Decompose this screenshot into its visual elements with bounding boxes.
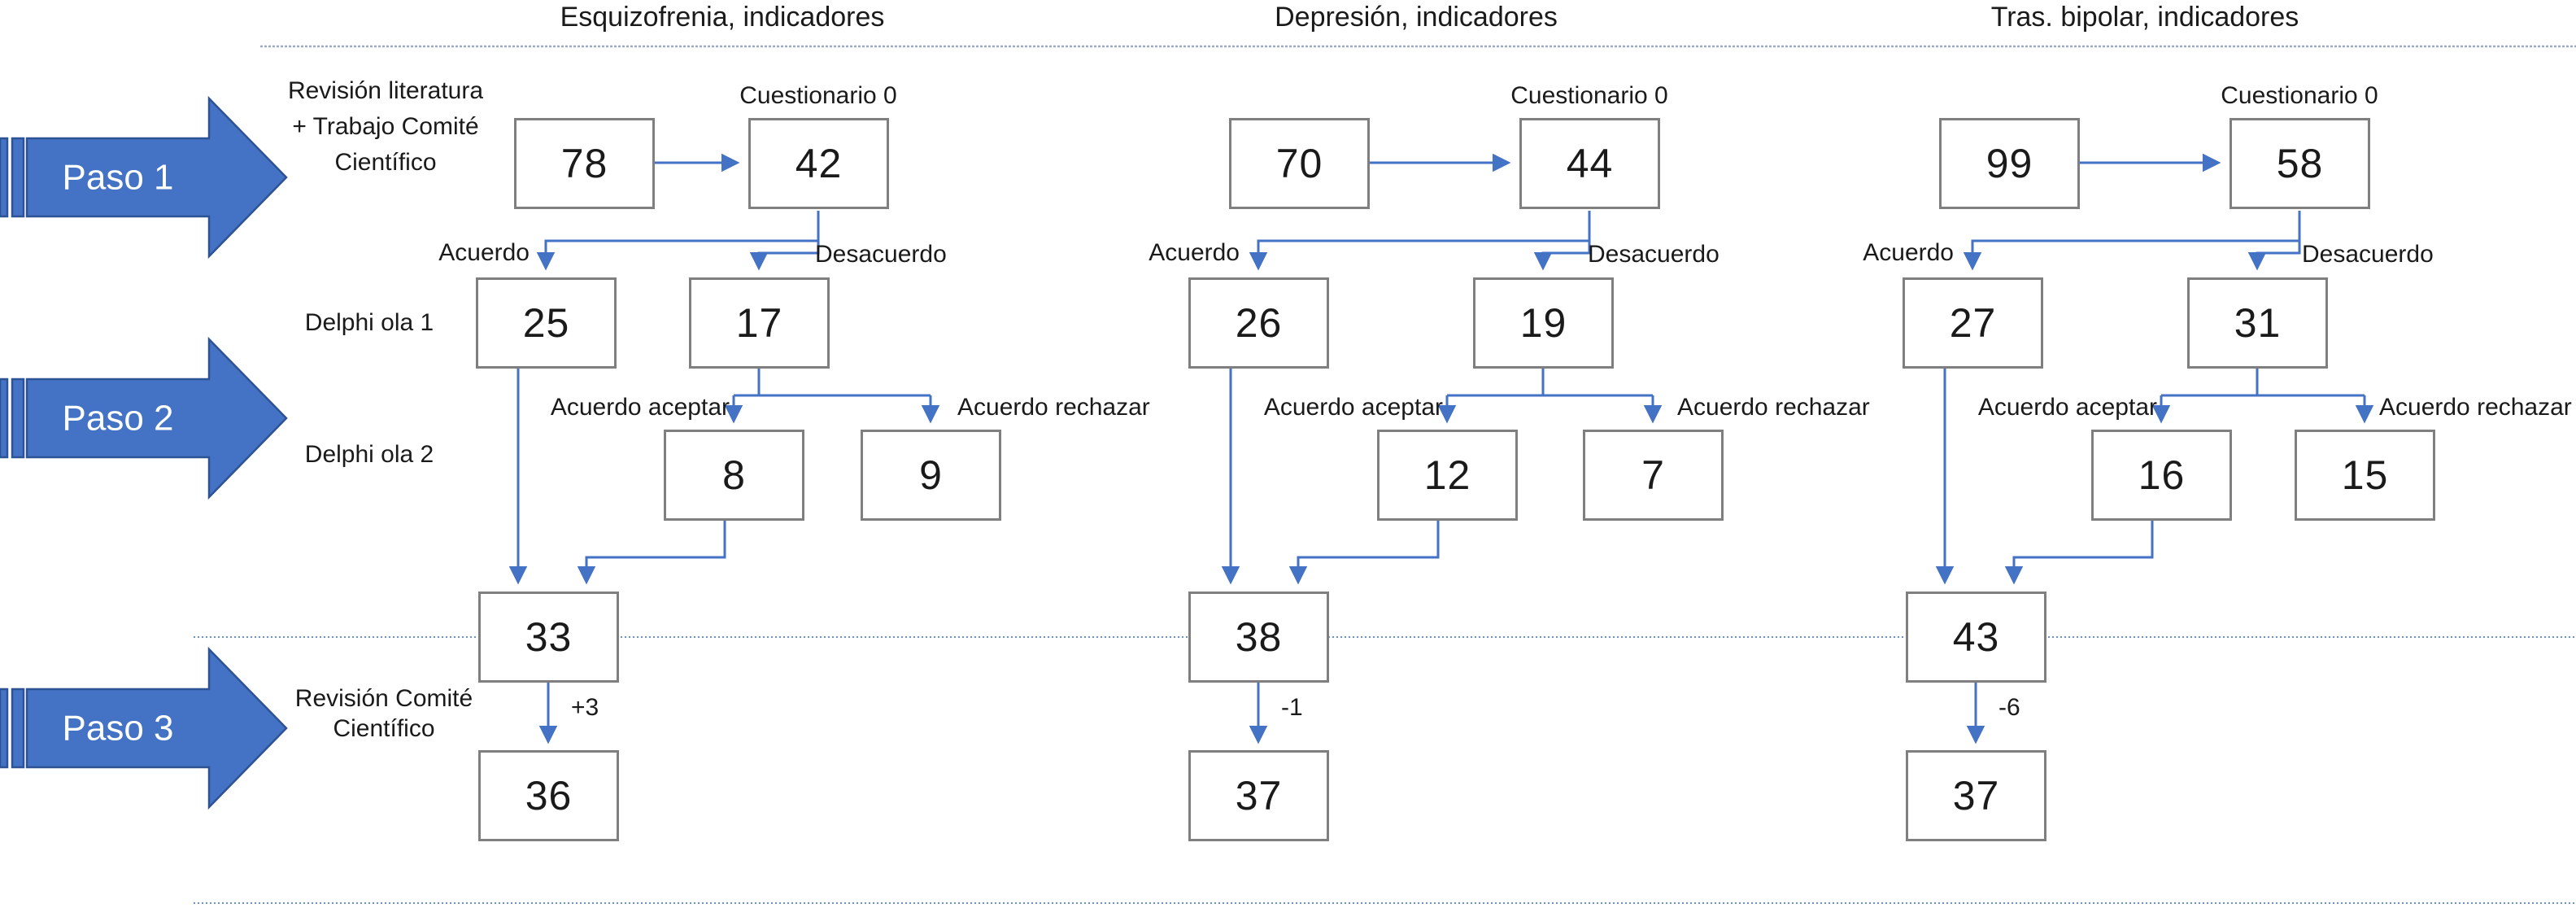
connector-44-26 xyxy=(1249,211,1591,271)
col2-acuerdo-aceptar-label: Acuerdo aceptar xyxy=(1263,394,1443,421)
column-title-depresion: Depresión, indicadores xyxy=(1275,2,1558,33)
column-title-esquizofrenia: Esquizofrenia, indicadores xyxy=(560,2,885,33)
paso3-label: Paso 3 xyxy=(63,709,174,749)
connector-58-31 xyxy=(2247,211,2301,271)
connector-8-33 xyxy=(577,521,726,585)
paso3-description-line1: Revisión Comité xyxy=(294,685,473,712)
col2-acuerdo-rechazar-label: Acuerdo rechazar xyxy=(1677,394,1870,421)
col2-acuerdo-label: Acuerdo xyxy=(1149,239,1240,266)
connector-44-19 xyxy=(1533,211,1591,271)
col1-acuerdo-aceptar-label: Acuerdo aceptar xyxy=(550,394,730,421)
paso1-description-line3: Científico xyxy=(334,149,437,176)
paso3-arrow: Paso 3 xyxy=(0,646,288,810)
connector-42-25 xyxy=(536,211,820,271)
connector-16-43 xyxy=(2004,521,2154,585)
col1-box-inicial: 78 xyxy=(514,118,655,209)
col2-box-acuerdo: 26 xyxy=(1188,277,1329,369)
col1-box-consolidado: 33 xyxy=(478,592,619,683)
row-label-delphi-ola-2: Delphi ola 2 xyxy=(304,441,434,468)
col2-box-consolidado: 38 xyxy=(1188,592,1329,683)
col2-box-final: 37 xyxy=(1188,750,1329,841)
paso1-description-line2: + Trabajo Comité xyxy=(292,113,479,140)
col3-box-rechazar: 15 xyxy=(2295,430,2435,521)
col3-box-aceptar: 16 xyxy=(2091,430,2232,521)
col3-box-final: 37 xyxy=(1906,750,2046,841)
paso1-arrow: Paso 1 xyxy=(0,95,288,260)
paso2-arrow: Paso 2 xyxy=(0,336,288,500)
col3-box-acuerdo: 27 xyxy=(1903,277,2043,369)
col2-box-aceptar: 12 xyxy=(1377,430,1518,521)
col3-acuerdo-rechazar-label: Acuerdo rechazar xyxy=(2379,394,2572,421)
col3-box-inicial: 99 xyxy=(1939,118,2080,209)
col1-ajuste-label: +3 xyxy=(571,694,599,721)
col2-box-rechazar: 7 xyxy=(1583,430,1724,521)
paso3-description-line2: Científico xyxy=(333,715,435,742)
col2-box-desacuerdo: 19 xyxy=(1473,277,1614,369)
col1-box-final: 36 xyxy=(478,750,619,841)
paso1-description-line1: Revisión literatura xyxy=(287,77,484,104)
paso1-description: Revisión literatura + Trabajo Comité Cie… xyxy=(264,73,508,181)
col3-connectors xyxy=(1935,153,2374,744)
col1-box-aceptar: 8 xyxy=(664,430,804,521)
col3-box-desacuerdo: 31 xyxy=(2187,277,2328,369)
connector-42-17 xyxy=(749,211,820,271)
col1-connectors xyxy=(508,153,940,744)
col2-connectors xyxy=(1221,153,1663,744)
connector-58-27 xyxy=(1963,211,2301,271)
col1-box-desacuerdo: 17 xyxy=(689,277,830,369)
col3-ajuste-label: -6 xyxy=(1998,694,2020,721)
col1-desacuerdo-label: Desacuerdo xyxy=(815,241,947,268)
row-label-delphi-ola-1: Delphi ola 1 xyxy=(304,309,434,336)
paso3-description: Revisión Comité Científico xyxy=(262,683,506,744)
col3-desacuerdo-label: Desacuerdo xyxy=(2302,241,2434,268)
col2-ajuste-label: -1 xyxy=(1281,694,1303,721)
paso2-label: Paso 2 xyxy=(63,399,174,439)
col1-cuestionario0-label: Cuestionario 0 xyxy=(739,82,897,109)
col1-acuerdo-rechazar-label: Acuerdo rechazar xyxy=(957,394,1150,421)
col1-box-acuerdo: 25 xyxy=(476,277,617,369)
col1-acuerdo-label: Acuerdo xyxy=(438,239,530,266)
col2-box-cuestionario0: 44 xyxy=(1519,118,1660,209)
col1-box-rechazar: 9 xyxy=(861,430,1001,521)
col2-desacuerdo-label: Desacuerdo xyxy=(1588,241,1720,268)
col3-box-cuestionario0: 58 xyxy=(2229,118,2370,209)
col1-box-cuestionario0: 42 xyxy=(748,118,889,209)
col3-cuestionario0-label: Cuestionario 0 xyxy=(2221,82,2378,109)
connector-12-38 xyxy=(1288,521,1440,585)
col3-box-consolidado: 43 xyxy=(1906,592,2046,683)
column-title-bipolar: Tras. bipolar, indicadores xyxy=(1990,2,2299,33)
col2-box-inicial: 70 xyxy=(1229,118,1370,209)
col3-acuerdo-label: Acuerdo xyxy=(1863,239,1954,266)
col2-cuestionario0-label: Cuestionario 0 xyxy=(1510,82,1668,109)
col3-acuerdo-aceptar-label: Acuerdo aceptar xyxy=(1977,394,2157,421)
paso1-label: Paso 1 xyxy=(63,158,174,198)
